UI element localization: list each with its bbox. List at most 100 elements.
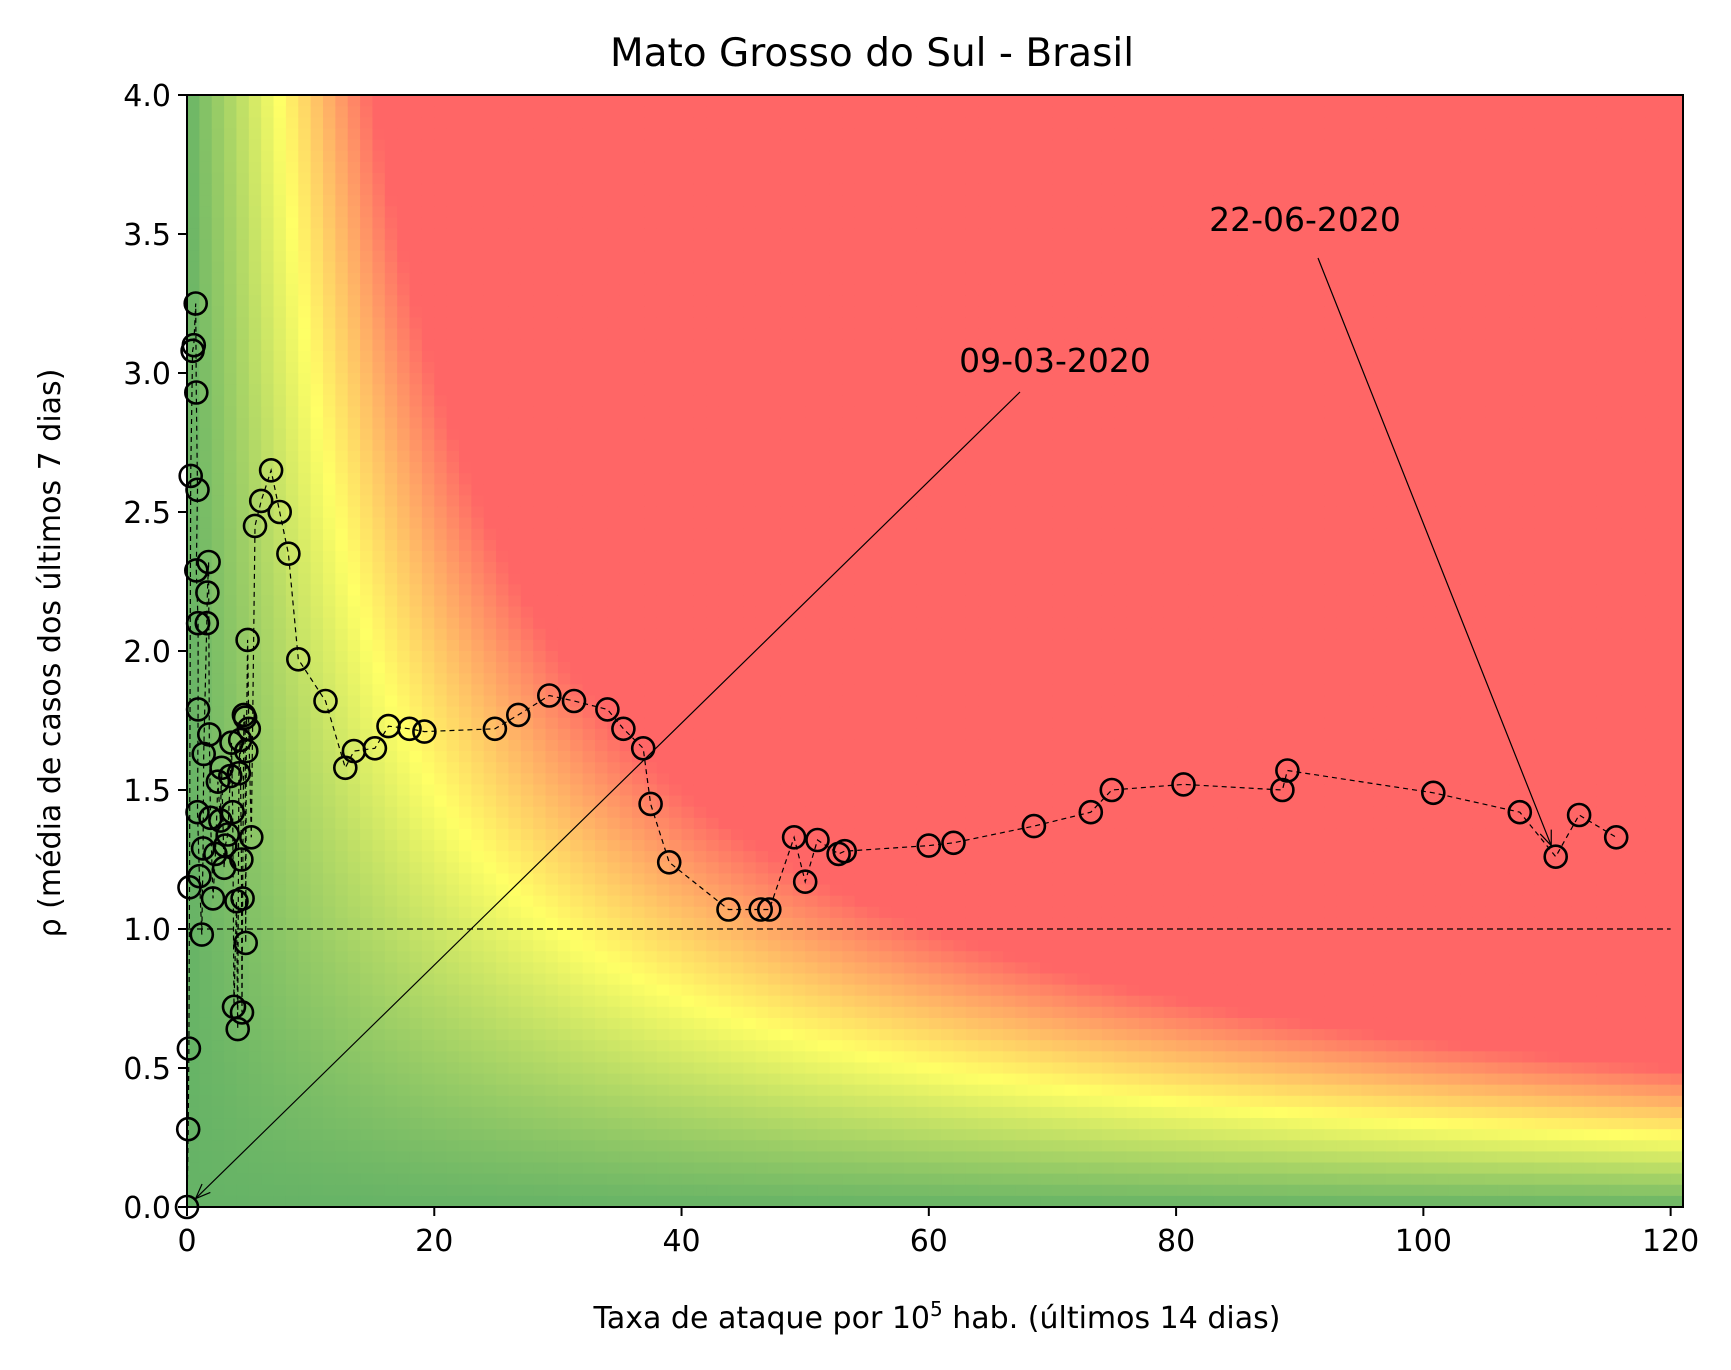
- risk-cell: [372, 329, 385, 341]
- risk-cell: [521, 684, 534, 696]
- risk-cell: [521, 962, 534, 974]
- risk-cell: [199, 1096, 212, 1108]
- risk-cell: [360, 818, 373, 830]
- risk-cell: [261, 206, 274, 218]
- risk-cell: [397, 362, 410, 374]
- risk-cell: [632, 284, 645, 296]
- risk-cell: [780, 139, 793, 151]
- risk-cell: [447, 495, 460, 507]
- risk-cell: [323, 273, 336, 285]
- risk-cell: [434, 918, 447, 930]
- risk-cell: [595, 629, 608, 641]
- risk-cell: [298, 1085, 311, 1097]
- risk-cell: [410, 751, 423, 763]
- risk-cell: [620, 796, 633, 808]
- risk-cell: [694, 762, 707, 774]
- risk-cell: [286, 1007, 299, 1019]
- risk-cell: [768, 1096, 781, 1108]
- risk-cell: [570, 162, 583, 174]
- risk-cell: [533, 506, 546, 518]
- risk-cell: [644, 429, 657, 441]
- risk-cell: [298, 429, 311, 441]
- risk-cell: [768, 818, 781, 830]
- risk-cell: [731, 818, 744, 830]
- risk-cell: [583, 1062, 596, 1074]
- risk-cell: [607, 1151, 620, 1163]
- risk-cell: [780, 506, 793, 518]
- risk-cell: [459, 117, 472, 129]
- risk-cell: [372, 95, 385, 107]
- risk-cell: [780, 929, 793, 941]
- risk-cell: [793, 139, 806, 151]
- risk-cell: [274, 740, 287, 752]
- risk-cell: [447, 395, 460, 407]
- risk-cell: [397, 329, 410, 341]
- risk-cell: [620, 329, 633, 341]
- risk-cell: [595, 1174, 608, 1186]
- risk-cell: [471, 95, 484, 107]
- risk-cell: [187, 195, 200, 207]
- risk-cell: [236, 1085, 249, 1097]
- risk-cell: [335, 684, 348, 696]
- risk-cell: [274, 117, 287, 129]
- risk-cell: [385, 695, 398, 707]
- risk-cell: [199, 417, 212, 429]
- risk-cell: [274, 885, 287, 897]
- risk-cell: [397, 551, 410, 563]
- risk-cell: [595, 851, 608, 863]
- risk-cell: [533, 139, 546, 151]
- risk-cell: [311, 362, 324, 374]
- risk-cell: [756, 862, 769, 874]
- risk-cell: [236, 117, 249, 129]
- risk-cell: [261, 1151, 274, 1163]
- risk-cell: [620, 885, 633, 897]
- risk-cell: [471, 885, 484, 897]
- risk-cell: [558, 940, 571, 952]
- risk-cell: [298, 1062, 311, 1074]
- risk-cell: [743, 362, 756, 374]
- risk-cell: [236, 195, 249, 207]
- risk-cell: [793, 440, 806, 452]
- risk-cell: [632, 829, 645, 841]
- risk-cell: [434, 273, 447, 285]
- risk-cell: [793, 651, 806, 663]
- risk-cell: [756, 962, 769, 974]
- risk-cell: [793, 228, 806, 240]
- risk-cell: [508, 473, 521, 485]
- risk-cell: [533, 773, 546, 785]
- risk-cell: [768, 807, 781, 819]
- risk-cell: [694, 1029, 707, 1041]
- risk-cell: [546, 1129, 559, 1141]
- risk-cell: [410, 851, 423, 863]
- risk-cell: [632, 940, 645, 952]
- risk-cell: [768, 1074, 781, 1086]
- risk-cell: [385, 262, 398, 274]
- risk-cell: [533, 673, 546, 685]
- risk-cell: [558, 762, 571, 774]
- risk-cell: [533, 518, 546, 530]
- risk-cell: [558, 907, 571, 919]
- risk-cell: [570, 885, 583, 897]
- risk-cell: [583, 607, 596, 619]
- risk-cell: [261, 840, 274, 852]
- risk-cell: [471, 273, 484, 285]
- risk-cell: [508, 751, 521, 763]
- risk-cell: [694, 684, 707, 696]
- risk-cell: [595, 395, 608, 407]
- risk-cell: [459, 973, 472, 985]
- risk-cell: [620, 139, 633, 151]
- risk-cell: [360, 228, 373, 240]
- risk-cell: [558, 584, 571, 596]
- risk-cell: [780, 718, 793, 730]
- risk-cell: [311, 907, 324, 919]
- risk-cell: [434, 1062, 447, 1074]
- risk-cell: [298, 918, 311, 930]
- risk-cell: [694, 885, 707, 897]
- risk-cell: [286, 885, 299, 897]
- risk-cell: [607, 206, 620, 218]
- risk-cell: [261, 228, 274, 240]
- risk-cell: [212, 95, 225, 107]
- risk-cell: [236, 607, 249, 619]
- risk-cell: [360, 773, 373, 785]
- risk-cell: [620, 918, 633, 930]
